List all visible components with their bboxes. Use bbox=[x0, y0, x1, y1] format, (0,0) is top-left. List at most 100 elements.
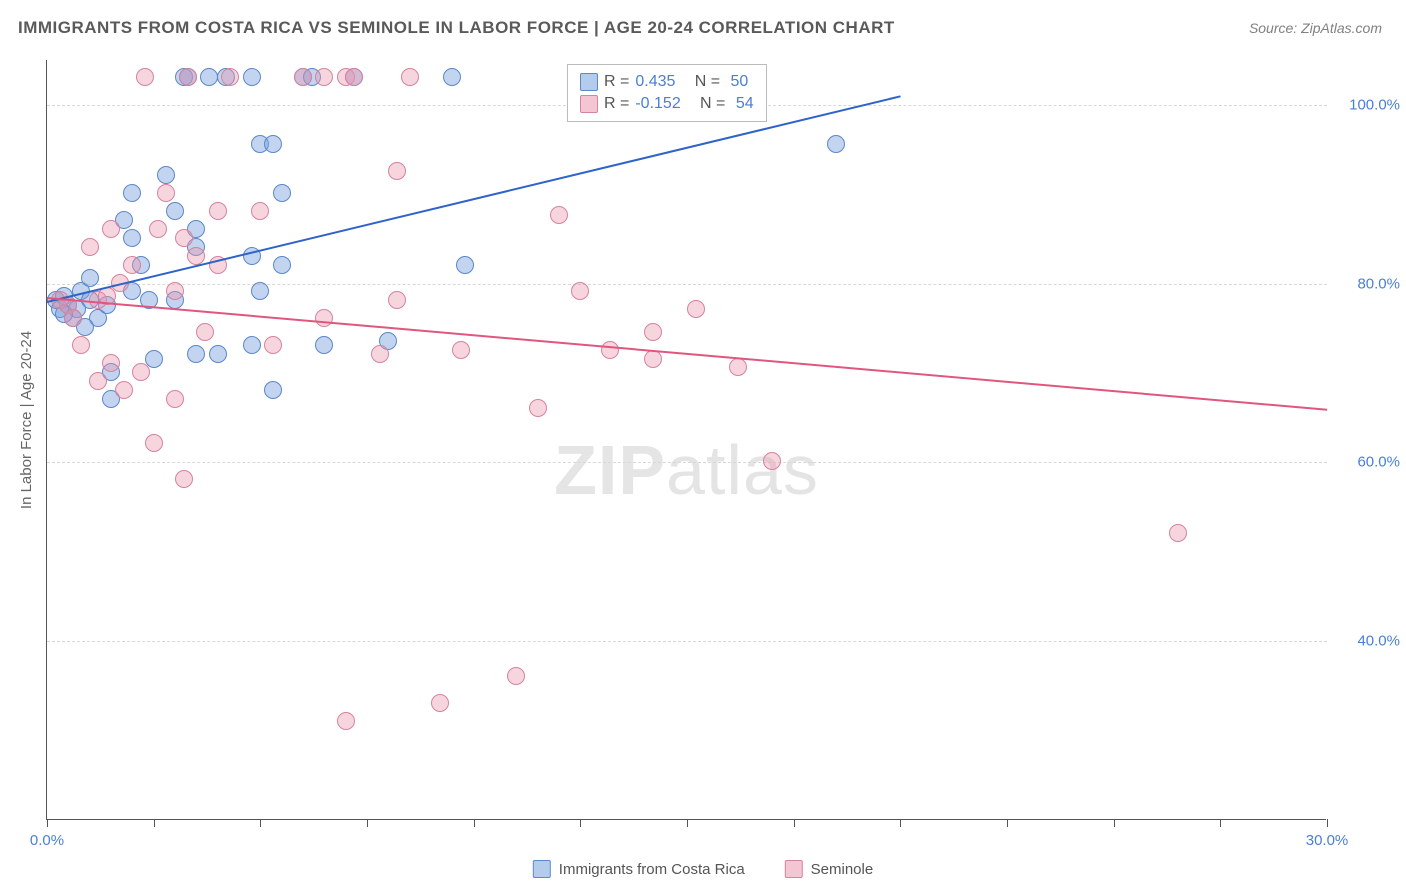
y-tick-label: 40.0% bbox=[1357, 633, 1400, 650]
data-point bbox=[175, 229, 193, 247]
data-point bbox=[345, 68, 363, 86]
data-point bbox=[251, 282, 269, 300]
correlation-stats-box: R = 0.435 N = 50 R = -0.152 N = 54 bbox=[567, 64, 767, 122]
data-point bbox=[251, 202, 269, 220]
data-point bbox=[273, 256, 291, 274]
data-point bbox=[507, 667, 525, 685]
correlation-chart: IMMIGRANTS FROM COSTA RICA VS SEMINOLE I… bbox=[0, 0, 1406, 892]
series-legend: Immigrants from Costa Rica Seminole bbox=[533, 860, 873, 878]
data-point bbox=[123, 184, 141, 202]
data-point bbox=[132, 363, 150, 381]
data-point bbox=[550, 206, 568, 224]
data-point bbox=[827, 135, 845, 153]
data-point bbox=[166, 390, 184, 408]
n-value: 50 bbox=[731, 71, 749, 93]
r-value: -0.152 bbox=[635, 93, 680, 115]
data-point bbox=[179, 68, 197, 86]
data-point bbox=[157, 166, 175, 184]
data-point bbox=[81, 269, 99, 287]
data-point bbox=[371, 345, 389, 363]
swatch-icon bbox=[533, 860, 551, 878]
data-point bbox=[601, 341, 619, 359]
data-point bbox=[644, 323, 662, 341]
data-point bbox=[102, 354, 120, 372]
data-point bbox=[149, 220, 167, 238]
gridline bbox=[47, 641, 1327, 642]
data-point bbox=[729, 358, 747, 376]
data-point bbox=[136, 68, 154, 86]
watermark: ZIPatlas bbox=[554, 430, 819, 510]
data-point bbox=[175, 470, 193, 488]
legend-item-seminole: Seminole bbox=[785, 860, 874, 878]
stats-row: R = -0.152 N = 54 bbox=[580, 93, 754, 115]
x-tick bbox=[154, 819, 155, 827]
y-tick-label: 80.0% bbox=[1357, 275, 1400, 292]
stats-row: R = 0.435 N = 50 bbox=[580, 71, 754, 93]
data-point bbox=[221, 68, 239, 86]
data-point bbox=[264, 336, 282, 354]
data-point bbox=[209, 345, 227, 363]
x-tick bbox=[1114, 819, 1115, 827]
y-axis-label: In Labor Force | Age 20-24 bbox=[18, 331, 35, 509]
data-point bbox=[115, 381, 133, 399]
swatch-icon bbox=[580, 73, 598, 91]
x-tick bbox=[47, 819, 48, 827]
x-tick bbox=[260, 819, 261, 827]
data-point bbox=[315, 309, 333, 327]
data-point bbox=[315, 68, 333, 86]
data-point bbox=[273, 184, 291, 202]
gridline bbox=[47, 284, 1327, 285]
x-tick-label: 0.0% bbox=[30, 832, 64, 849]
data-point bbox=[401, 68, 419, 86]
data-point bbox=[166, 202, 184, 220]
data-point bbox=[571, 282, 589, 300]
data-point bbox=[687, 300, 705, 318]
gridline bbox=[47, 462, 1327, 463]
y-tick-label: 100.0% bbox=[1349, 96, 1400, 113]
data-point bbox=[145, 434, 163, 452]
data-point bbox=[388, 291, 406, 309]
x-tick bbox=[1007, 819, 1008, 827]
data-point bbox=[388, 162, 406, 180]
data-point bbox=[81, 238, 99, 256]
x-tick bbox=[1327, 819, 1328, 827]
legend-label: Seminole bbox=[811, 861, 874, 878]
data-point bbox=[64, 309, 82, 327]
data-point bbox=[529, 399, 547, 417]
r-value: 0.435 bbox=[635, 71, 675, 93]
n-value: 54 bbox=[736, 93, 754, 115]
x-tick bbox=[474, 819, 475, 827]
x-tick bbox=[367, 819, 368, 827]
data-point bbox=[264, 135, 282, 153]
data-point bbox=[315, 336, 333, 354]
chart-title: IMMIGRANTS FROM COSTA RICA VS SEMINOLE I… bbox=[18, 18, 895, 38]
swatch-icon bbox=[785, 860, 803, 878]
data-point bbox=[452, 341, 470, 359]
data-point bbox=[187, 345, 205, 363]
legend-label: Immigrants from Costa Rica bbox=[559, 861, 745, 878]
plot-area: ZIPatlas 40.0%60.0%80.0%100.0%0.0%30.0% … bbox=[46, 60, 1326, 820]
x-tick bbox=[580, 819, 581, 827]
data-point bbox=[264, 381, 282, 399]
data-point bbox=[763, 452, 781, 470]
x-tick bbox=[1220, 819, 1221, 827]
data-point bbox=[123, 229, 141, 247]
data-point bbox=[243, 68, 261, 86]
data-point bbox=[157, 184, 175, 202]
data-point bbox=[196, 323, 214, 341]
x-tick bbox=[900, 819, 901, 827]
x-tick bbox=[687, 819, 688, 827]
data-point bbox=[243, 336, 261, 354]
data-point bbox=[337, 712, 355, 730]
data-point bbox=[456, 256, 474, 274]
data-point bbox=[102, 220, 120, 238]
data-point bbox=[431, 694, 449, 712]
source-attribution: Source: ZipAtlas.com bbox=[1249, 20, 1382, 36]
data-point bbox=[166, 282, 184, 300]
x-tick bbox=[794, 819, 795, 827]
data-point bbox=[187, 247, 205, 265]
y-tick-label: 60.0% bbox=[1357, 454, 1400, 471]
legend-item-costa-rica: Immigrants from Costa Rica bbox=[533, 860, 745, 878]
data-point bbox=[443, 68, 461, 86]
data-point bbox=[123, 256, 141, 274]
